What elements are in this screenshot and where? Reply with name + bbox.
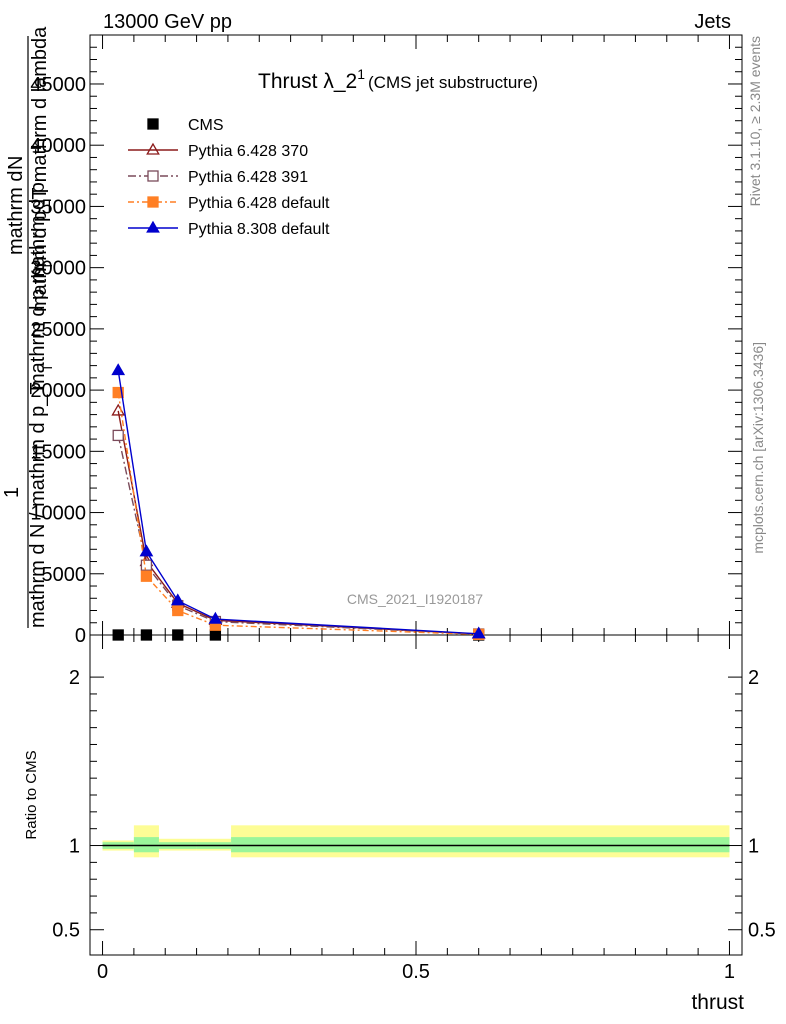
- main-ytick-label: 30000: [30, 258, 86, 280]
- main-ytick-label: 10000: [30, 503, 86, 525]
- ylabel-fraction-one: 1: [1, 487, 23, 498]
- main-ytick-label: 45000: [30, 74, 86, 96]
- plot-title-suffix: (CMS jet substructure): [368, 73, 538, 92]
- xtick-label: 0: [97, 961, 108, 983]
- legend-label: CMS: [188, 117, 224, 134]
- data-point: [112, 629, 124, 641]
- series-2: [112, 429, 485, 640]
- ylabel-denominator-sub: T: [39, 363, 55, 372]
- rivet-label: Rivet 3.1.10, ≥ 2.3M events: [747, 36, 763, 206]
- main-ticks: 0 5000 10000 15000 20000 25000 30000 35000 40000…: [30, 34, 742, 647]
- series-group: [111, 363, 486, 641]
- data-point: [172, 604, 184, 617]
- main-ytick-label: 0: [75, 625, 86, 647]
- header-left: 13000 GeV pp: [103, 11, 232, 33]
- ratio-panel-frame: [89, 634, 743, 956]
- data-point: [146, 142, 160, 155]
- main-ytick-label: 20000: [30, 380, 86, 402]
- data-point: [140, 629, 153, 641]
- series-line: [117, 392, 479, 636]
- data-point: [147, 170, 159, 182]
- main-ytick-label: 40000: [30, 135, 86, 157]
- ratio-ytick-label: 0.5: [52, 920, 80, 942]
- main-ytick-label: 5000: [42, 564, 87, 586]
- series-4: [111, 363, 486, 639]
- ratio-band-green: [133, 837, 159, 853]
- ylabel-numerator-2: N: [5, 156, 27, 170]
- ratio-ytick-label: 1: [69, 836, 80, 858]
- ratio-bands: [102, 825, 730, 858]
- ratio-ticks: 0 0.5 1 0.5 0.5 1 1 2 2: [52, 35, 776, 983]
- upper-ylabel: mathrm d N mathrm d p_T mathrm d lambda …: [1, 26, 55, 628]
- plot-title-main: Thrust λ_2: [258, 70, 357, 93]
- ratio-band-green: [231, 837, 730, 853]
- plot-title-superscript: 1: [357, 66, 365, 82]
- data-point: [139, 544, 154, 557]
- ylabel-numerator-1: mathrm d: [5, 171, 27, 255]
- legend-label: Pythia 6.428 391: [188, 169, 308, 186]
- data-point: [147, 118, 159, 130]
- main-ytick-label: 35000: [30, 196, 86, 218]
- legend-label: Pythia 6.428 370: [188, 143, 308, 160]
- ratio-ytick-label-right: 2: [748, 667, 759, 689]
- data-point: [112, 386, 124, 399]
- plot-title: Thrust λ_21 (CMS jet substructure): [258, 66, 538, 93]
- legend-entry: Pythia 6.428 391: [128, 169, 308, 186]
- data-point: [471, 626, 486, 639]
- source-label: mcplots.cern.ch [arXiv:1306.3436]: [750, 342, 766, 554]
- xtick-label: 1: [724, 961, 735, 983]
- data-point: [146, 220, 160, 233]
- analysis-watermark: CMS_2021_I1920187: [347, 591, 483, 607]
- data-point: [147, 196, 159, 208]
- data-point: [172, 629, 184, 641]
- legend-label: Pythia 6.428 default: [188, 195, 330, 212]
- ratio-ytick-label-right: 0.5: [748, 920, 776, 942]
- ylabel-denominator-2: mathrm d p mathrm d p: [27, 182, 49, 390]
- legend-entry: Pythia 6.428 default: [128, 195, 330, 212]
- ylabel-numerator-3: mathrm d p_T mathrm d lambda: [29, 26, 51, 312]
- data-point: [140, 559, 153, 571]
- legend: CMS Pythia 6.428 370 Pythia 6.428 391 Pythi…: [128, 117, 330, 238]
- data-point: [170, 593, 185, 606]
- legend-entry: Pythia 8.308 default: [128, 220, 330, 238]
- data-point: [140, 570, 153, 582]
- data-point: [111, 363, 126, 376]
- main-ytick-label: 15000: [30, 441, 86, 463]
- data-point: [112, 429, 124, 442]
- main-ytick-label: 25000: [30, 319, 86, 341]
- ratio-ylabel: Ratio to CMS: [23, 750, 40, 839]
- ylabel-denominator-1: mathrm d N / mathrm d p_T: [27, 382, 49, 628]
- xtick-label: 0.5: [402, 961, 430, 983]
- legend-entry: Pythia 6.428 370: [128, 142, 308, 160]
- data-point: [208, 611, 223, 624]
- header-right: Jets: [694, 11, 731, 33]
- data-point: [209, 629, 222, 641]
- x-axis-label: thrust: [691, 991, 744, 1014]
- ratio-ytick-label-right: 1: [748, 836, 759, 858]
- ylabel-numerator-sub: T: [39, 261, 55, 270]
- legend-entry: CMS: [147, 117, 224, 134]
- legend-label: Pythia 8.308 default: [188, 221, 330, 238]
- ratio-ytick-label: 2: [69, 667, 80, 689]
